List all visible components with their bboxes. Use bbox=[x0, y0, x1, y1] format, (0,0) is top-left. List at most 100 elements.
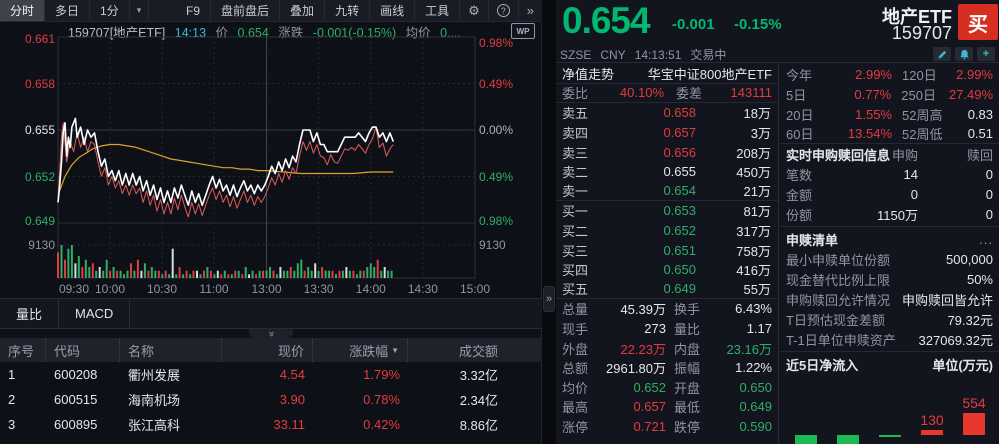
table-header-3[interactable]: 现价 bbox=[222, 338, 313, 362]
more-chevrons-icon[interactable]: » bbox=[526, 3, 534, 18]
ask-row-4[interactable]: 卖四 0.657 3万 bbox=[556, 123, 778, 143]
collapse-handle[interactable]: » bbox=[249, 329, 293, 338]
bid-row-1[interactable]: 买一 0.653 81万 bbox=[556, 201, 778, 221]
perf-label: 52周低 bbox=[902, 127, 943, 142]
perf-value: 0.83 bbox=[967, 106, 993, 122]
ask-row-3[interactable]: 卖三 0.656 208万 bbox=[556, 142, 778, 162]
ask-label: 卖二 bbox=[562, 165, 589, 181]
redeem-list-title: 申赎清单 bbox=[786, 232, 839, 248]
alert-bell-icon[interactable] bbox=[955, 47, 973, 61]
table-row[interactable]: 2 600515 海南机场 3.90 0.78% 2.34亿 bbox=[0, 387, 542, 412]
inflow-bar bbox=[963, 413, 985, 435]
price-axis-label: 0.661 bbox=[24, 32, 55, 46]
stat-value: 0.649 bbox=[739, 399, 772, 415]
stat-label: 最高 bbox=[562, 400, 589, 416]
subscription-label: 份额 bbox=[786, 207, 813, 223]
intraday-plot bbox=[57, 36, 476, 279]
bid-label: 买三 bbox=[562, 243, 589, 259]
wp-monitor-icon[interactable]: WP bbox=[511, 23, 535, 39]
stat-value: 2961.80万 bbox=[606, 361, 666, 377]
edit-pencil-icon[interactable] bbox=[933, 47, 951, 61]
view-tab-fenshi[interactable]: 分时 bbox=[0, 0, 46, 21]
performance-row: 60日 13.54% 52周低 0.51 bbox=[780, 124, 999, 144]
period-dropdown-caret[interactable]: ▾ bbox=[130, 0, 150, 21]
ask-label: 卖五 bbox=[562, 106, 589, 122]
toolbar-action-3[interactable]: 九转 bbox=[325, 0, 371, 21]
bid-row-3[interactable]: 买三 0.651 758万 bbox=[556, 240, 778, 260]
stat-value: 0.652 bbox=[633, 379, 666, 395]
ask-row-5[interactable]: 卖五 0.658 18万 bbox=[556, 103, 778, 123]
inflow-bar bbox=[795, 435, 817, 444]
table-row[interactable]: 1 600208 衢州发展 4.54 1.79% 3.32亿 bbox=[0, 362, 542, 387]
bid-label: 买二 bbox=[562, 224, 589, 240]
table-header-4[interactable]: 涨跌幅 ▼ bbox=[313, 338, 408, 362]
subscribe-col-label: 申购 bbox=[891, 147, 918, 163]
table-header-1[interactable]: 代码 bbox=[46, 338, 120, 362]
subscription-row: 金额 0 0 bbox=[780, 184, 999, 204]
ask-price: 0.657 bbox=[663, 125, 696, 141]
table-row[interactable]: 3 600895 张江高科 33.11 0.42% 8.86亿 bbox=[0, 412, 542, 437]
stat-value: 1.22% bbox=[735, 360, 772, 376]
stat-label: 现手 bbox=[562, 322, 589, 338]
stat-value: 0.590 bbox=[739, 418, 772, 434]
view-tab-1min[interactable]: 1分 bbox=[90, 0, 130, 21]
price-axis-label: 0.658 bbox=[24, 76, 55, 91]
perf-label: 120日 bbox=[902, 67, 937, 83]
stat-label: 量比 bbox=[674, 322, 701, 338]
view-tab-duori[interactable]: 多日 bbox=[45, 0, 91, 21]
weibi-row: 委比 40.10% 委差 143111 bbox=[556, 84, 778, 104]
stat-value: 6.43% bbox=[735, 301, 772, 317]
toolbar-action-1[interactable]: 盘前盘后 bbox=[211, 0, 281, 21]
ask-label: 卖四 bbox=[562, 126, 589, 142]
table-header-0[interactable]: 序号 bbox=[0, 338, 46, 362]
indicator-tab-macd[interactable]: MACD bbox=[59, 299, 131, 328]
bid-row-4[interactable]: 买四 0.650 416万 bbox=[556, 260, 778, 280]
indicator-tab-liangbi[interactable]: 量比 bbox=[0, 299, 60, 328]
pct-axis-label: 0.00% bbox=[479, 123, 514, 137]
bid-label: 买一 bbox=[562, 204, 589, 220]
toolbar-action-4[interactable]: 画线 bbox=[370, 0, 416, 21]
add-plus-icon[interactable]: + bbox=[977, 47, 995, 61]
bid-qty: 317万 bbox=[736, 224, 771, 240]
toolbar-action-0[interactable]: F9 bbox=[176, 0, 212, 21]
panel-collapse-handle[interactable]: » bbox=[543, 286, 555, 312]
gear-icon[interactable]: ⚙ bbox=[460, 0, 489, 21]
quote-time: 14:13:51 bbox=[634, 48, 682, 62]
help-icon[interactable]: ? bbox=[489, 0, 519, 21]
bid-price: 0.650 bbox=[663, 262, 696, 278]
toolbar-action-2[interactable]: 叠加 bbox=[280, 0, 326, 21]
exchange-label: SZSE bbox=[560, 48, 592, 62]
quote-actions: + bbox=[933, 47, 995, 61]
volume-axis-label-right: 9130 bbox=[479, 238, 506, 252]
stat-label: 换手 bbox=[674, 302, 701, 318]
stat-label: 总量 bbox=[562, 302, 589, 318]
panel-gap bbox=[542, 0, 556, 444]
cell-change-pct: 0.78% bbox=[363, 392, 400, 407]
quote-columns: 净值走势 华宝中证800地产ETF 委比 40.10% 委差 143111 卖五 0.658 1… bbox=[556, 64, 999, 444]
nav-trend-row[interactable]: 净值走势 华宝中证800地产ETF bbox=[556, 64, 778, 84]
stat-value: 1.17 bbox=[746, 321, 772, 337]
stats-row: 外盘 22.23万 内盘 23.16万 bbox=[556, 338, 778, 358]
ask-row-1[interactable]: 卖一 0.654 21万 bbox=[556, 182, 778, 202]
bid-row-5[interactable]: 买五 0.649 55万 bbox=[556, 280, 778, 300]
stat-label: 跌停 bbox=[674, 419, 701, 435]
time-axis-label: 15:00 bbox=[459, 282, 491, 296]
section-divider bbox=[780, 351, 999, 352]
more-options-button[interactable]: ... bbox=[979, 231, 993, 247]
ask-label: 卖三 bbox=[562, 145, 589, 161]
bid-price: 0.653 bbox=[663, 203, 696, 219]
cell-seq: 2 bbox=[8, 392, 16, 407]
buy-button[interactable]: 买 bbox=[958, 4, 998, 40]
inflow-bar bbox=[879, 435, 901, 437]
table-header-5[interactable]: 成交额 bbox=[408, 338, 506, 362]
subscription-title: 实时申购赎回信息 bbox=[786, 147, 891, 163]
ask-price: 0.654 bbox=[663, 183, 696, 199]
pct-axis-label: 0.98% bbox=[479, 214, 514, 228]
ask-row-2[interactable]: 卖二 0.655 450万 bbox=[556, 162, 778, 182]
table-header-2[interactable]: 名称 bbox=[120, 338, 222, 362]
bid-qty: 758万 bbox=[736, 243, 771, 259]
inflow-bar bbox=[837, 435, 859, 444]
toolbar-action-5[interactable]: 工具 bbox=[415, 0, 461, 21]
bid-row-2[interactable]: 买二 0.652 317万 bbox=[556, 221, 778, 241]
subscription-row: 笔数 14 0 bbox=[780, 164, 999, 184]
